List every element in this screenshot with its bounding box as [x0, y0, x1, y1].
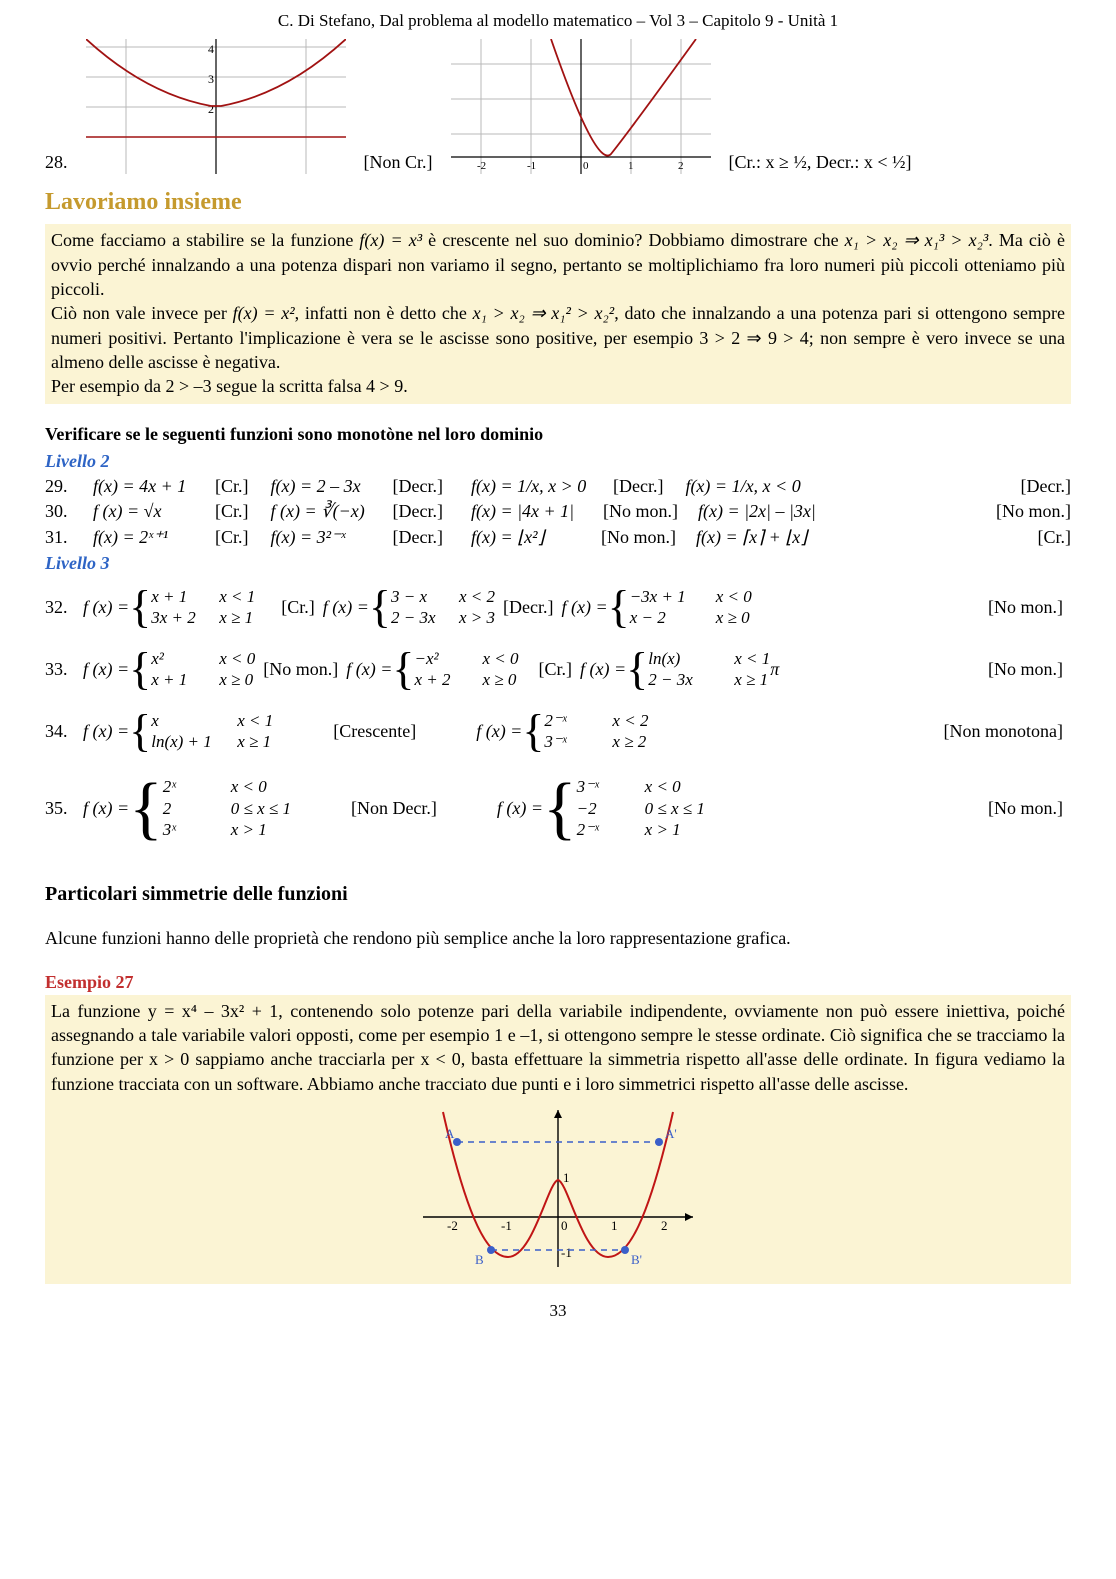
example-27-box: La funzione y = x⁴ – 3x² + 1, contenendo…: [45, 995, 1071, 1284]
svg-text:-1: -1: [561, 1245, 572, 1260]
svg-text:-1: -1: [527, 160, 536, 172]
section-heading-simmetrie: Particolari simmetrie delle funzioni: [45, 881, 1071, 908]
figure-caption: [Cr.: x ≥ ½, Decr.: x < ½]: [729, 150, 912, 174]
page-header: C. Di Stefano, Dal problema al modello m…: [45, 10, 1071, 33]
exercise-30: 30. f (x) = √x[Cr.] f (x) = ∛(−x)[Decr.]…: [45, 499, 1071, 523]
graph1-ytick: 4: [208, 42, 214, 56]
graph-3: -2 -1 0 1 2 1 -1 A A' B B': [413, 1102, 703, 1272]
exercise-32: 32. f (x) = { x + 1x < 1 3x + 2x ≥ 1 [Cr…: [45, 577, 1071, 637]
svg-text:A': A': [665, 1126, 677, 1141]
svg-text:1: 1: [628, 160, 634, 172]
verify-title: Verificare se le seguenti funzioni sono …: [45, 422, 1071, 446]
simmetrie-intro: Alcune funzioni hanno delle proprietà ch…: [45, 926, 1071, 950]
exercise-31: 31. f(x) = 2ˣ⁺¹[Cr.] f(x) = 3²⁻ˣ[Decr.] …: [45, 525, 1071, 549]
level-3-label: Livello 3: [45, 551, 1071, 575]
graph1-ytick: 2: [208, 102, 214, 116]
svg-text:-2: -2: [447, 1218, 458, 1233]
svg-text:1: 1: [563, 1170, 570, 1185]
graph-2: -2 -1 0 1 2: [451, 39, 711, 174]
example-27-heading: Esempio 27: [45, 970, 1071, 994]
page-number: 33: [45, 1300, 1071, 1323]
svg-text:B: B: [475, 1252, 484, 1267]
exercise-29: 29. f(x) = 4x + 1[Cr.] f(x) = 2 – 3x[Dec…: [45, 474, 1071, 498]
exercise-33: 33. f (x) = { x²x < 0 x + 1x ≥ 0 [No mon…: [45, 639, 1071, 699]
figure-row: 28. 4 3 2 [Non Cr.] -2 -1 0 1 2 [Cr.: x …: [45, 39, 1071, 174]
svg-text:0: 0: [583, 160, 589, 172]
svg-text:0: 0: [561, 1218, 568, 1233]
svg-text:B': B': [631, 1252, 642, 1267]
section-heading-lavoriamo: Lavoriamo insieme: [45, 186, 1071, 218]
svg-text:1: 1: [611, 1218, 618, 1233]
svg-text:-1: -1: [501, 1218, 512, 1233]
svg-text:A: A: [445, 1126, 455, 1141]
worked-example-box: Come facciamo a stabilire se la funzione…: [45, 224, 1071, 404]
svg-text:2: 2: [678, 160, 684, 172]
svg-text:-2: -2: [477, 160, 486, 172]
exercise-35: 35. f (x) = { 2ˣx < 0 20 ≤ x ≤ 1 3ˣx > 1…: [45, 763, 1071, 853]
level-2-label: Livello 2: [45, 449, 1071, 473]
graph-1: 4 3 2: [86, 39, 346, 174]
exercise-34: 34. f (x) = { xx < 1 ln(x) + 1x ≥ 1 [Cre…: [45, 701, 1071, 761]
graph1-ytick: 3: [208, 72, 214, 86]
figure-caption: [Non Cr.]: [364, 150, 433, 174]
svg-text:2: 2: [661, 1218, 668, 1233]
exercise-number: 28.: [45, 150, 68, 174]
